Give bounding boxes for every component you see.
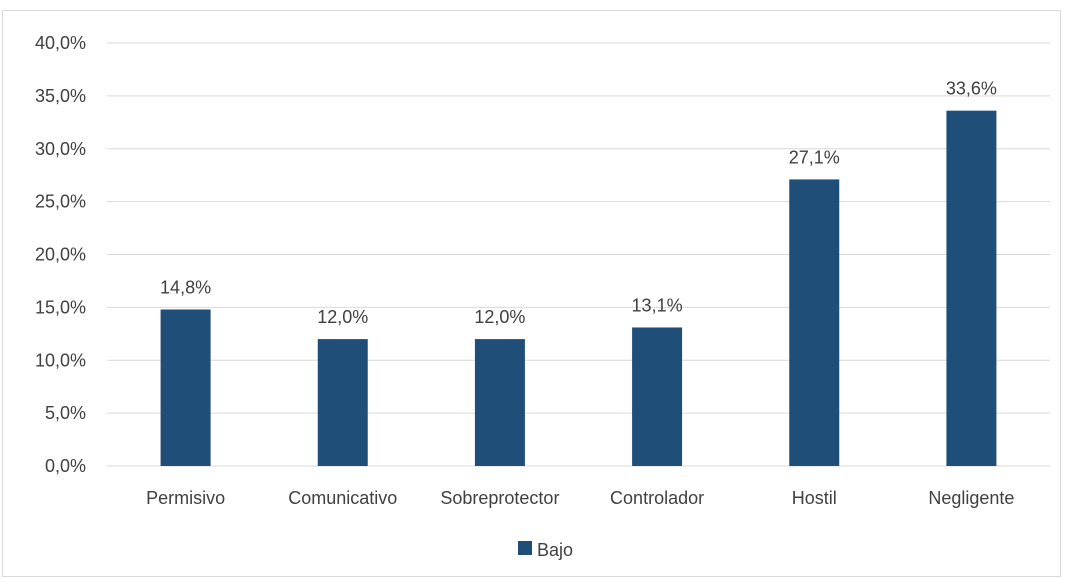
y-tick-label: 40,0%: [35, 33, 86, 53]
x-tick-label-controlador: Controlador: [610, 488, 704, 508]
y-tick-label: 15,0%: [35, 297, 86, 317]
legend-swatch-bajo: [518, 541, 532, 555]
y-tick-label: 25,0%: [35, 192, 86, 212]
gridlines: [107, 42, 1050, 467]
data-label-permisivo: 14,8%: [160, 277, 211, 297]
bar-comunicativo: [317, 339, 368, 466]
bar-hostil: [789, 179, 840, 467]
data-label-sobreprotector: 12,0%: [474, 307, 525, 327]
bar-permisivo: [160, 309, 211, 466]
data-labels: 14,8% 12,0% 12,0% 13,1% 27,1% 33,6%: [160, 79, 997, 327]
x-tick-label-negligente: Negligente: [928, 488, 1014, 508]
y-tick-label: 10,0%: [35, 350, 86, 370]
bar-negligente: [946, 110, 997, 467]
y-tick-label: 20,0%: [35, 245, 86, 265]
legend: Bajo: [518, 540, 573, 560]
y-axis-tick-labels: 0,0% 5,0% 10,0% 15,0% 20,0% 25,0% 30,0% 35,0% 40…: [35, 33, 86, 476]
x-tick-label-permisivo: Permisivo: [146, 488, 225, 508]
x-tick-label-sobreprotector: Sobreprotector: [440, 488, 559, 508]
data-label-hostil: 27,1%: [789, 147, 840, 167]
bar-controlador: [632, 327, 683, 466]
data-label-negligente: 33,6%: [946, 79, 997, 99]
y-tick-label: 30,0%: [35, 139, 86, 159]
y-tick-label: 0,0%: [45, 456, 86, 476]
x-axis-tick-labels: Permisivo Comunicativo Sobreprotector Contr…: [146, 488, 1014, 508]
data-label-comunicativo: 12,0%: [317, 307, 368, 327]
x-tick-label-comunicativo: Comunicativo: [288, 488, 397, 508]
chart-frame: [2, 10, 1061, 577]
y-tick-label: 35,0%: [35, 86, 86, 106]
y-tick-label: 5,0%: [45, 403, 86, 423]
bar-sobreprotector: [474, 339, 525, 466]
data-label-controlador: 13,1%: [632, 295, 683, 315]
bars: [160, 110, 997, 467]
x-tick-label-hostil: Hostil: [792, 488, 837, 508]
legend-label-bajo: Bajo: [537, 540, 573, 560]
